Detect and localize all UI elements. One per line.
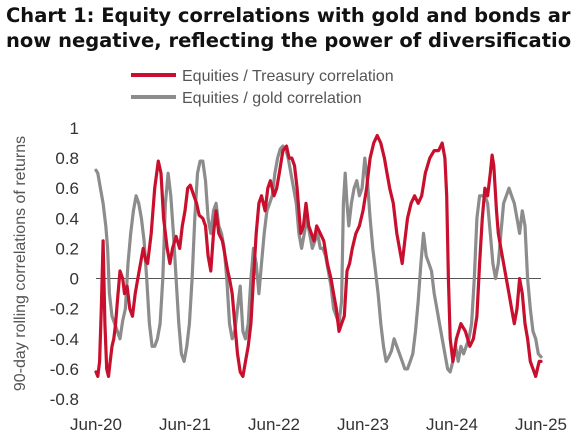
legend: Equities / Treasury correlation Equities … — [131, 68, 394, 107]
series-line-treasury — [94, 133, 543, 378]
y-tick-label: 0.2 — [55, 239, 79, 258]
y-axis-ticks: 1 0.8 0.6 0.4 0.2 0 -0.2 -0.4 -0.6 -0.8 — [50, 119, 79, 409]
legend-label: Equities / gold correlation — [182, 90, 362, 107]
x-tick-label: Jun-20 — [70, 415, 122, 434]
chart-title-line-1: Chart 1: Equity correlations with gold a… — [6, 4, 571, 27]
y-tick-label: -0.6 — [50, 360, 79, 379]
chart-title: Chart 1: Equity correlations with gold a… — [6, 3, 571, 53]
y-tick-label: 1 — [70, 119, 79, 138]
x-tick-label: Jun-24 — [426, 415, 478, 434]
x-tick-label: Jun-22 — [248, 415, 300, 434]
y-tick-label: -0.2 — [50, 300, 79, 319]
y-axis-title-group: 90-day rolling correlations of returns — [12, 136, 29, 391]
y-tick-label: -0.8 — [50, 390, 79, 409]
y-axis-title: 90-day rolling correlations of returns — [12, 136, 29, 391]
chart-title-line-2: now negative, reflecting the power of di… — [6, 29, 571, 52]
y-tick-label: 0.4 — [55, 209, 79, 228]
y-tick-label: 0.8 — [55, 149, 79, 168]
series-line-gold — [94, 144, 543, 374]
y-tick-label: 0 — [70, 270, 79, 289]
series-lines — [94, 133, 543, 378]
legend-label: Equities / Treasury correlation — [182, 68, 394, 85]
x-tick-label: Jun-25 — [515, 415, 567, 434]
x-tick-label: Jun-23 — [337, 415, 389, 434]
y-tick-label: -0.4 — [50, 330, 79, 349]
y-tick-label: 0.6 — [55, 179, 79, 198]
x-axis-ticks: Jun-20 Jun-21 Jun-22 Jun-23 Jun-24 Jun-25 — [70, 415, 567, 434]
x-tick-label: Jun-21 — [159, 415, 211, 434]
